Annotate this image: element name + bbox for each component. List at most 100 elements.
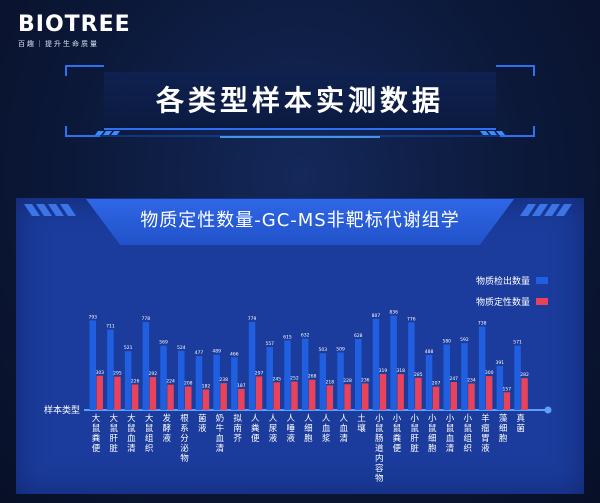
- data-label-qualitative-21: 234: [467, 378, 476, 384]
- tick-label-8: 拟南芥: [233, 413, 242, 444]
- data-label-qualitative-1: 295: [113, 371, 122, 377]
- bar-detected-14: [337, 352, 344, 410]
- tick-label-21: 小鼠组织: [463, 413, 472, 454]
- data-label-qualitative-13: 218: [326, 379, 335, 385]
- bar-detected-8: [231, 357, 238, 410]
- tick-label-19: 小鼠细胞: [428, 413, 437, 454]
- bar-qualitative-12: [308, 379, 316, 410]
- data-label-detected-17: 836: [389, 310, 398, 316]
- tick-label-7: 奶牛血清: [216, 413, 225, 454]
- bar-qualitative-0: [96, 375, 103, 410]
- tick-label-13: 人血浆: [322, 414, 331, 444]
- data-label-qualitative-2: 226: [131, 378, 140, 384]
- data-label-detected-6: 477: [195, 350, 204, 356]
- data-label-qualitative-18: 285: [414, 372, 423, 378]
- bar-qualitative-14: [344, 384, 351, 410]
- data-label-detected-23: 391: [496, 360, 505, 366]
- data-label-detected-20: 580: [442, 338, 451, 344]
- legend-label-detected: 物质检出数量: [476, 277, 531, 287]
- data-label-qualitative-4: 224: [166, 379, 175, 385]
- bar-detected-11: [284, 340, 291, 410]
- bar-qualitative-19: [432, 386, 440, 410]
- bar-detected-1: [107, 329, 114, 410]
- tick-label-14: 人血清: [340, 414, 349, 444]
- bar-detected-21: [461, 343, 468, 410]
- x-axis-label: 样本类型: [44, 404, 80, 416]
- data-label-detected-0: 793: [88, 314, 97, 320]
- legend-swatch-qualitative: [536, 298, 549, 305]
- tick-label-20: 小鼠血清: [446, 413, 455, 454]
- brand-logo: BIOTREE 百趣｜提升生命质量: [18, 14, 131, 49]
- data-label-detected-18: 776: [407, 316, 416, 322]
- tick-label-10: 人尿液: [269, 414, 278, 444]
- legend-item-qualitative: 物质定性数量: [476, 295, 549, 308]
- bar-detected-20: [443, 344, 450, 410]
- chart-title: 物质定性数量-GC-MS非靶标代谢组学: [140, 210, 460, 231]
- logo-tagline: 百趣｜提升生命质量: [18, 40, 99, 48]
- tick-label-15: 土壤: [357, 413, 366, 434]
- bar-qualitative-13: [326, 385, 334, 410]
- tick-label-18: 小鼠肝脏: [410, 413, 419, 454]
- bar-detected-15: [355, 339, 362, 410]
- data-label-qualitative-16: 319: [379, 368, 388, 374]
- bar-detected-6: [195, 356, 203, 410]
- data-label-detected-2: 521: [124, 345, 133, 351]
- data-label-detected-16: 807: [372, 313, 381, 319]
- data-label-detected-8: 466: [230, 351, 239, 357]
- title-chevrons-right: [480, 131, 505, 135]
- data-label-qualitative-14: 228: [343, 378, 352, 384]
- tick-label-9: 人粪便: [251, 414, 260, 444]
- data-label-detected-1: 711: [106, 324, 115, 330]
- bar-qualitative-17: [397, 374, 404, 410]
- data-label-qualitative-20: 247: [449, 376, 458, 382]
- legend-item-detected: 物质检出数量: [476, 274, 549, 287]
- bar-qualitative-11: [291, 381, 298, 410]
- tick-label-17: 小鼠粪便: [393, 413, 402, 454]
- data-label-detected-12: 632: [301, 333, 310, 339]
- x-axis-end-dot: [544, 406, 552, 414]
- bar-qualitative-2: [131, 384, 139, 410]
- bar-detected-23: [496, 365, 504, 410]
- tick-label-12: 人细胞: [304, 414, 313, 444]
- bar-qualitative-18: [415, 377, 422, 410]
- bar-qualitative-24: [521, 378, 528, 410]
- tick-label-3: 大鼠组织: [145, 413, 154, 454]
- title-bottom-left: [65, 126, 100, 137]
- panel-header: [86, 199, 514, 245]
- tick-label-16: 小鼠肠道内容物: [375, 413, 384, 484]
- bar-detected-0: [89, 320, 96, 410]
- bar-qualitative-23: [503, 392, 511, 410]
- bar-qualitative-15: [362, 383, 369, 410]
- bar-qualitative-6: [202, 389, 210, 410]
- bar-qualitative-1: [114, 376, 121, 410]
- data-label-qualitative-22: 300: [485, 370, 494, 376]
- tick-label-22: 羊瘤胃液: [481, 413, 490, 454]
- bar-detected-7: [213, 354, 220, 410]
- title-chevrons-left: [95, 131, 120, 135]
- legend-swatch-detected: [536, 277, 549, 284]
- stripes-right: [520, 204, 572, 216]
- bar-qualitative-22: [485, 376, 493, 410]
- data-label-qualitative-23: 157: [503, 386, 512, 392]
- page-title-box: 各类型样本实测数据: [104, 72, 496, 130]
- data-label-detected-21: 592: [460, 337, 469, 343]
- tick-label-1: 大鼠肝脏: [109, 413, 118, 454]
- data-label-qualitative-19: 207: [432, 381, 441, 387]
- data-label-qualitative-3: 292: [149, 371, 158, 377]
- tick-label-4: 发酵液: [163, 413, 172, 444]
- page-title: 各类型样本实测数据: [155, 84, 444, 117]
- title-corner-right: [496, 65, 535, 76]
- tick-label-5: 根系分泌物: [180, 413, 189, 464]
- data-label-detected-3: 778: [142, 316, 151, 322]
- bar-detected-4: [160, 345, 167, 410]
- bar-qualitative-16: [379, 373, 387, 410]
- chart-legend: 物质检出数量 物质定性数量: [476, 274, 549, 308]
- data-label-qualitative-17: 318: [396, 368, 405, 374]
- data-label-qualitative-9: 297: [255, 370, 264, 376]
- data-label-detected-19: 488: [425, 349, 434, 355]
- data-label-qualitative-12: 268: [308, 374, 317, 380]
- bar-detected-5: [178, 350, 185, 410]
- data-label-qualitative-15: 236: [361, 377, 370, 383]
- bar-detected-22: [478, 326, 486, 410]
